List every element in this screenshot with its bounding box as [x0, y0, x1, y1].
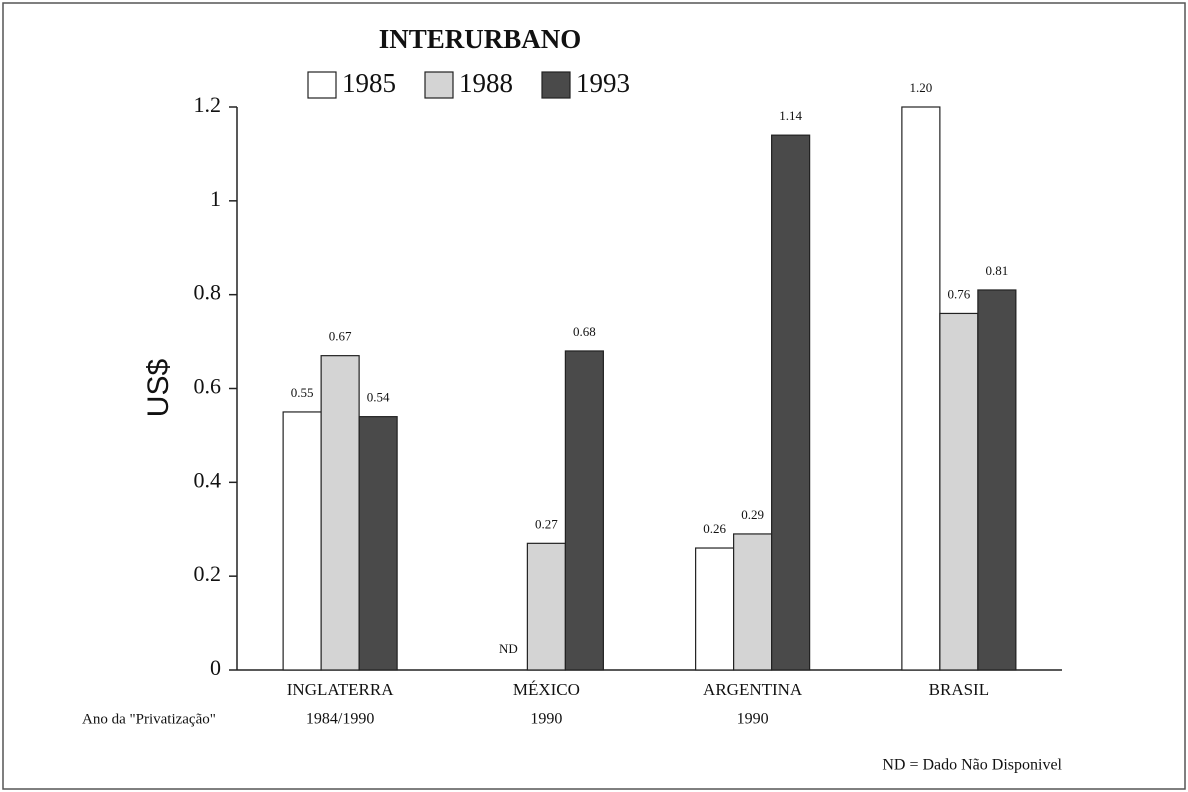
bar [320, 355, 360, 671]
bar [282, 411, 322, 671]
bar [977, 289, 1017, 671]
note: ND = Dado Não Disponivel [882, 757, 1062, 774]
value-label: 1.14 [779, 108, 802, 123]
value-label: 0.27 [535, 516, 558, 531]
value-label: 0.29 [741, 507, 764, 522]
bar [526, 542, 566, 671]
chart-title: INTERURBANO [379, 24, 582, 54]
value-label: ND [499, 641, 518, 656]
value-label: 1.20 [910, 80, 933, 95]
bar [695, 547, 735, 671]
y-tick-label: 1.2 [194, 92, 222, 117]
bar [733, 533, 773, 671]
y-axis-label: US$ [142, 359, 175, 418]
legend-swatch [424, 71, 454, 99]
bar [564, 350, 604, 671]
x-tick-label: INGLATERRA [287, 680, 394, 699]
value-label: 0.68 [573, 324, 596, 339]
value-label: 0.67 [329, 329, 352, 344]
legend-swatch [541, 71, 571, 99]
y-tick-label: 0.6 [194, 374, 222, 399]
privatization-label: Ano da "Privatização" [82, 711, 216, 727]
y-tick-label: 0 [210, 655, 221, 680]
y-tick-label: 0.4 [194, 467, 222, 492]
bar [771, 134, 811, 671]
bar [901, 106, 941, 671]
value-label: 0.54 [367, 390, 390, 405]
legend-label: 1993 [576, 68, 630, 98]
y-tick-label: 0.2 [194, 561, 222, 586]
x-tick-label: ARGENTINA [703, 680, 803, 699]
legend-swatch [307, 71, 337, 99]
legend-label: 1988 [459, 68, 513, 98]
value-label: 0.26 [703, 521, 726, 536]
x-tick-label: BRASIL [929, 680, 989, 699]
privatization-year: 1990 [737, 711, 769, 728]
value-label: 0.76 [948, 286, 971, 301]
value-label: 0.81 [986, 263, 1009, 278]
privatization-year: 1984/1990 [306, 711, 374, 728]
x-tick-label: MÉXICO [513, 680, 580, 699]
privatization-year: 1990 [530, 711, 562, 728]
legend-label: 1985 [342, 68, 396, 98]
bar [358, 416, 398, 671]
bar [939, 312, 979, 671]
value-label: 0.55 [291, 385, 314, 400]
y-tick-label: 0.8 [194, 280, 222, 305]
y-tick-label: 1 [210, 186, 221, 211]
